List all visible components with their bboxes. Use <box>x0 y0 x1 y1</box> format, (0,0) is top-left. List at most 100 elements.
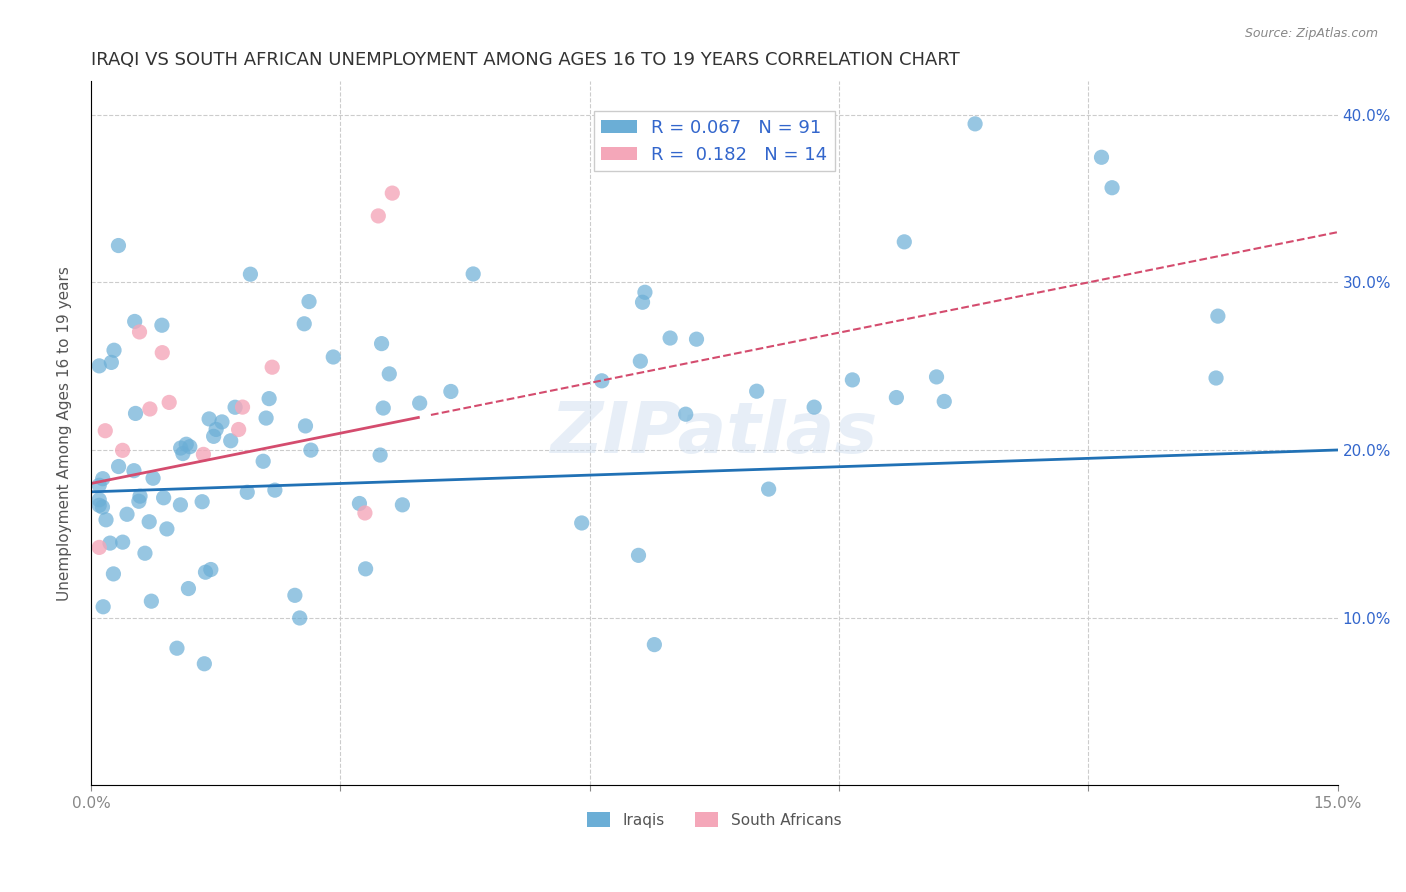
Iraqis <box>1205 371 1227 385</box>
Iraqis <box>236 485 259 500</box>
Iraqis <box>322 350 344 364</box>
Y-axis label: Unemployment Among Ages 16 to 19 years: Unemployment Among Ages 16 to 19 years <box>58 266 72 600</box>
Iraqis <box>202 429 225 443</box>
South Africans <box>231 400 253 414</box>
South Africans <box>381 186 404 200</box>
South Africans <box>94 424 117 438</box>
Iraqis <box>758 482 780 496</box>
Iraqis <box>803 400 825 414</box>
Iraqis <box>111 535 134 549</box>
Iraqis <box>634 285 657 300</box>
Iraqis <box>292 317 315 331</box>
Iraqis <box>103 566 125 581</box>
Iraqis <box>98 536 121 550</box>
Iraqis <box>179 440 201 454</box>
Iraqis <box>571 516 593 530</box>
Iraqis <box>138 515 160 529</box>
Iraqis <box>368 448 391 462</box>
Iraqis <box>659 331 682 345</box>
Iraqis <box>89 498 111 512</box>
Iraqis <box>150 318 173 333</box>
Iraqis <box>893 235 915 249</box>
Iraqis <box>643 638 665 652</box>
South Africans <box>228 422 250 436</box>
Iraqis <box>91 472 114 486</box>
Iraqis <box>156 522 179 536</box>
Iraqis <box>141 594 163 608</box>
Iraqis <box>294 418 316 433</box>
South Africans <box>354 506 377 520</box>
Iraqis <box>627 549 650 563</box>
Iraqis <box>94 513 117 527</box>
Iraqis <box>841 373 863 387</box>
Iraqis <box>194 565 217 579</box>
Iraqis <box>166 641 188 656</box>
Iraqis <box>591 374 613 388</box>
Iraqis <box>169 498 191 512</box>
Iraqis <box>886 391 908 405</box>
Iraqis <box>745 384 768 399</box>
Iraqis <box>925 370 948 384</box>
Iraqis <box>1206 309 1229 323</box>
Iraqis <box>685 332 707 346</box>
Iraqis <box>174 437 197 451</box>
Iraqis <box>142 471 165 485</box>
Iraqis <box>284 588 307 602</box>
Iraqis <box>124 406 146 420</box>
Iraqis <box>1101 180 1123 194</box>
Iraqis <box>124 314 146 328</box>
Text: Source: ZipAtlas.com: Source: ZipAtlas.com <box>1244 27 1378 40</box>
South Africans <box>111 443 134 458</box>
Iraqis <box>219 434 242 448</box>
Iraqis <box>198 412 221 426</box>
Iraqis <box>134 546 156 560</box>
Iraqis <box>122 464 145 478</box>
Iraqis <box>254 411 277 425</box>
Iraqis <box>172 446 194 460</box>
Iraqis <box>211 415 233 429</box>
Iraqis <box>934 394 956 409</box>
Text: IRAQI VS SOUTH AFRICAN UNEMPLOYMENT AMONG AGES 16 TO 19 YEARS CORRELATION CHART: IRAQI VS SOUTH AFRICAN UNEMPLOYMENT AMON… <box>91 51 960 69</box>
Iraqis <box>205 422 228 436</box>
Iraqis <box>391 498 413 512</box>
Iraqis <box>89 478 111 492</box>
Iraqis <box>370 336 392 351</box>
Iraqis <box>257 392 280 406</box>
Legend: Iraqis, South Africans: Iraqis, South Africans <box>581 805 848 834</box>
Iraqis <box>298 294 321 309</box>
South Africans <box>367 209 389 223</box>
Iraqis <box>169 441 191 455</box>
Iraqis <box>463 267 485 281</box>
Text: ZIPatlas: ZIPatlas <box>551 399 877 467</box>
South Africans <box>139 402 162 417</box>
Iraqis <box>239 267 262 281</box>
Iraqis <box>378 367 401 381</box>
Iraqis <box>224 401 246 415</box>
Iraqis <box>440 384 463 399</box>
Iraqis <box>965 117 987 131</box>
Iraqis <box>115 508 138 522</box>
Iraqis <box>354 562 377 576</box>
Iraqis <box>631 295 654 310</box>
Iraqis <box>628 354 651 368</box>
Iraqis <box>152 491 174 505</box>
South Africans <box>193 447 215 461</box>
South Africans <box>157 395 180 409</box>
Iraqis <box>408 396 430 410</box>
Iraqis <box>200 562 222 576</box>
Iraqis <box>349 496 371 510</box>
South Africans <box>262 360 284 375</box>
Iraqis <box>675 407 697 421</box>
Iraqis <box>103 343 125 358</box>
Iraqis <box>107 238 129 252</box>
Iraqis <box>373 401 395 415</box>
South Africans <box>89 541 111 555</box>
Iraqis <box>288 611 311 625</box>
Iraqis <box>107 459 129 474</box>
Iraqis <box>89 492 111 507</box>
South Africans <box>128 325 150 339</box>
Iraqis <box>252 454 274 468</box>
Iraqis <box>191 494 214 508</box>
South Africans <box>150 345 173 359</box>
Iraqis <box>1090 150 1112 164</box>
